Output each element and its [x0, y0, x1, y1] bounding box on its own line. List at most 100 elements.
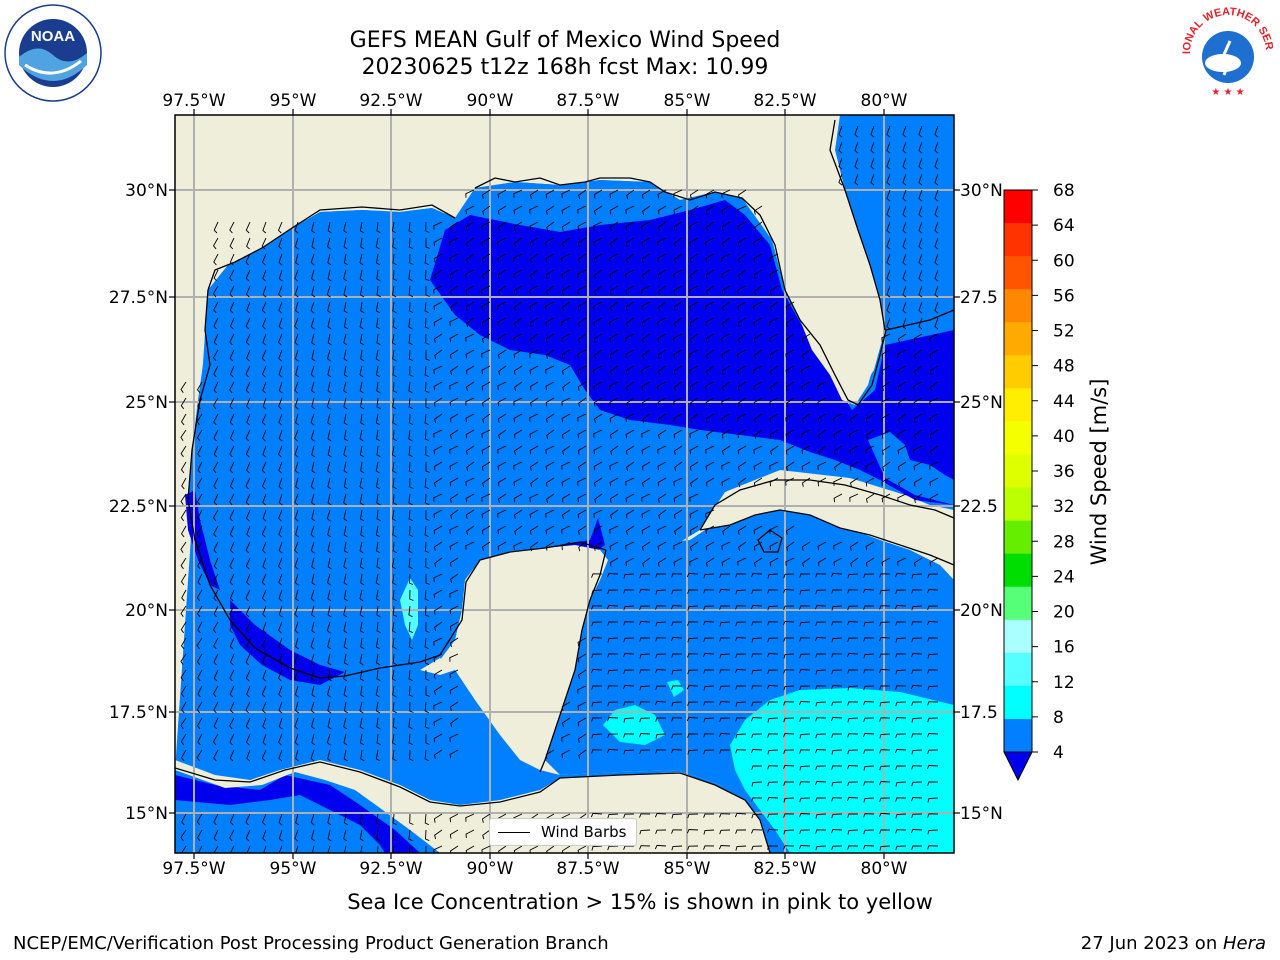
- wind-barb: [642, 557, 651, 568]
- wind-barb: [657, 317, 667, 326]
- wind-barb: [213, 845, 219, 853]
- wind-barb: [433, 685, 443, 696]
- wind-barb: [294, 381, 299, 394]
- wind-barb: [197, 397, 203, 410]
- wind-barb: [929, 413, 939, 423]
- wind-barb: [424, 589, 429, 602]
- wind-barb: [607, 669, 619, 675]
- wind-barb: [392, 749, 397, 762]
- wind-barb: [392, 397, 397, 410]
- wind-barb: [690, 413, 699, 424]
- wind-barb: [833, 429, 843, 439]
- wind-barb: [881, 333, 891, 342]
- wind-barb: [577, 301, 587, 311]
- wind-barb: [641, 285, 651, 294]
- wind-barb: [927, 813, 939, 818]
- wind-barb: [229, 509, 235, 522]
- wind-barb: [767, 621, 779, 626]
- wind-barb: [591, 653, 603, 659]
- wind-barb: [343, 285, 348, 298]
- wind-barb: [213, 413, 219, 426]
- wind-barb: [392, 221, 397, 234]
- wind-barb: [674, 461, 683, 472]
- wind-barb: [881, 493, 891, 503]
- wind-barb: [671, 733, 683, 739]
- wind-barb: [425, 829, 430, 842]
- wind-barb: [865, 445, 875, 454]
- lon-label: 80°W: [861, 91, 908, 111]
- wind-barb: [927, 637, 938, 642]
- wind-barb: [593, 461, 603, 471]
- wind-barb: [879, 573, 891, 578]
- wind-barb: [838, 173, 843, 186]
- wind-barb: [433, 317, 443, 327]
- wind-barb: [197, 445, 203, 458]
- wind-barb: [625, 525, 635, 536]
- wind-barb: [449, 477, 459, 487]
- wind-barb: [392, 285, 397, 298]
- wind-barb: [229, 669, 235, 682]
- lon-label: 97.5°W: [162, 91, 225, 111]
- wind-barb: [545, 189, 555, 199]
- wind-barb: [862, 701, 875, 706]
- wind-barb: [180, 381, 187, 393]
- wind-barb: [767, 589, 779, 594]
- wind-barb: [655, 733, 667, 739]
- wind-barb: [392, 365, 397, 378]
- wind-barb: [278, 477, 283, 490]
- wind-barb: [497, 189, 507, 199]
- wind-barb: [245, 285, 251, 298]
- wind-barb: [625, 317, 635, 328]
- wind-barb: [863, 637, 875, 642]
- wind-barb: [862, 588, 875, 594]
- wind-barb: [769, 429, 779, 439]
- wind-barb: [545, 381, 555, 391]
- wind-barb: [326, 237, 331, 250]
- wind-barb: [343, 221, 348, 234]
- wind-barb: [327, 669, 332, 682]
- wind-barb: [481, 349, 491, 358]
- wind-barb: [623, 573, 635, 579]
- wind-barb: [609, 397, 619, 407]
- wind-barb: [449, 829, 459, 839]
- wind-barb: [529, 493, 539, 502]
- wind-barb: [245, 333, 251, 346]
- wind-barb: [465, 285, 475, 295]
- wind-barb: [753, 397, 763, 407]
- wind-barb: [278, 461, 283, 474]
- wind-barb: [738, 541, 747, 552]
- wind-barb: [311, 669, 316, 682]
- wind-barb: [577, 205, 587, 214]
- wind-barb: [181, 589, 187, 602]
- sea-ice-note: Sea Ice Concentration > 15% is shown in …: [347, 890, 933, 914]
- wind-barb: [766, 684, 779, 690]
- wind-barb: [425, 445, 430, 457]
- wind-barb: [360, 285, 365, 298]
- wind-barb: [673, 365, 683, 375]
- wind-barb: [424, 653, 430, 666]
- wind-barb: [425, 493, 430, 506]
- wind-barb: [641, 429, 651, 438]
- wind-barb: [626, 189, 635, 200]
- wind-barb: [847, 717, 859, 723]
- wind-barb: [674, 253, 683, 264]
- wind-barb: [311, 685, 316, 698]
- wind-barb: [577, 653, 587, 663]
- colorbar-tick-label: 24: [1053, 567, 1075, 587]
- wind-barb: [703, 829, 715, 835]
- wind-barb: [343, 685, 348, 698]
- wind-barb: [424, 701, 429, 714]
- wind-barb: [814, 636, 827, 642]
- wind-barb: [450, 573, 459, 584]
- wind-barb: [879, 829, 890, 834]
- wind-barb: [689, 189, 699, 199]
- wind-barb: [594, 349, 603, 360]
- wind-barb: [751, 589, 763, 595]
- wind-barb: [751, 765, 762, 770]
- wind-barb: [360, 525, 365, 538]
- wind-barb: [213, 525, 219, 538]
- wind-barb: [392, 637, 397, 650]
- wind-barb: [593, 301, 603, 310]
- wind-barb: [392, 685, 397, 698]
- wind-barb: [593, 221, 603, 230]
